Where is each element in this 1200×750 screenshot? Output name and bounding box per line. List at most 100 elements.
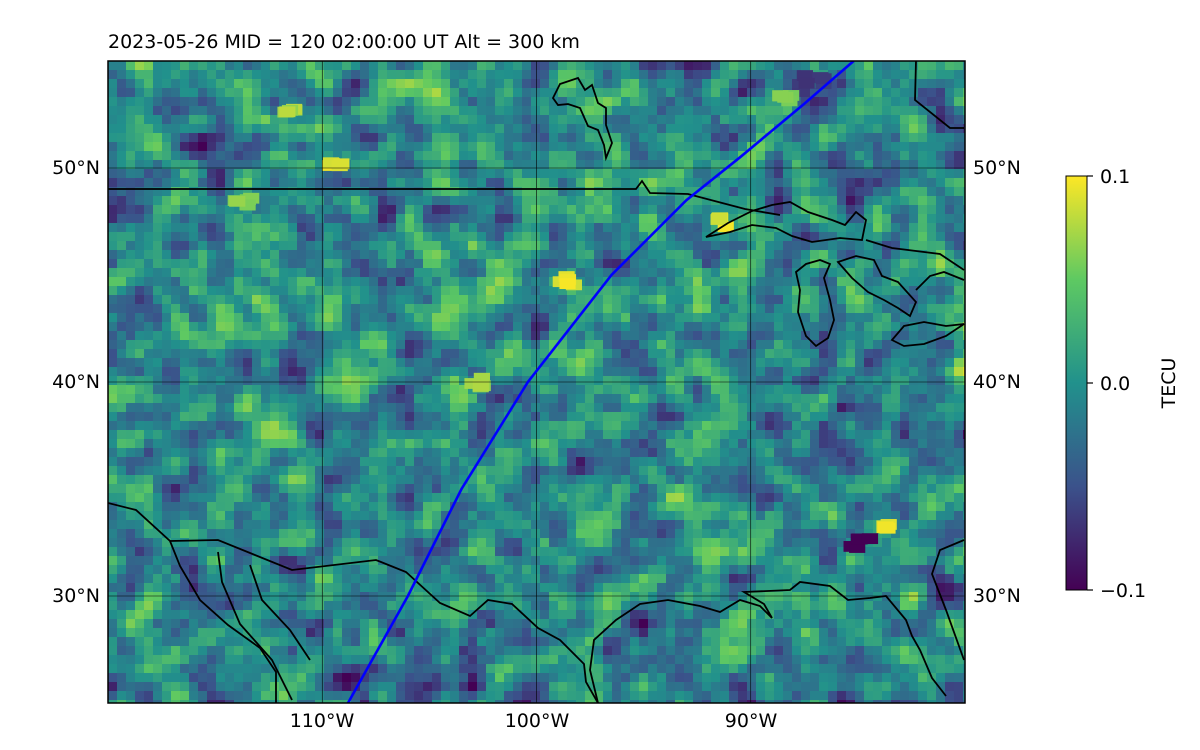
- heat-cell: [540, 70, 550, 80]
- heat-cell: [117, 475, 127, 485]
- heat-cell: [324, 322, 334, 332]
- heat-cell: [738, 106, 748, 116]
- heat-cell: [774, 349, 784, 359]
- heat-cell: [540, 448, 550, 458]
- heat-cell: [927, 115, 937, 125]
- heat-cell: [171, 205, 181, 215]
- heat-cell: [666, 133, 676, 143]
- heat-cell: [135, 340, 145, 350]
- heat-cell: [333, 421, 343, 431]
- heat-cell: [963, 466, 965, 476]
- heat-cell: [414, 412, 424, 422]
- heat-cell: [306, 205, 316, 215]
- heat-cell: [675, 160, 685, 170]
- heat-cell: [108, 214, 118, 224]
- heat-cell: [387, 394, 397, 404]
- heat-cell: [666, 70, 676, 80]
- heat-cell: [369, 502, 379, 512]
- heat-cell: [792, 133, 802, 143]
- heat-cell: [441, 493, 451, 503]
- heat-cell: [738, 196, 748, 206]
- heat-cell: [630, 340, 640, 350]
- heat-cell: [810, 196, 820, 206]
- heat-cell: [225, 502, 235, 512]
- heat-cell: [279, 79, 289, 89]
- heat-cell: [891, 214, 901, 224]
- heat-cell: [828, 322, 838, 332]
- heat-cell: [216, 232, 226, 242]
- heat-cell: [153, 358, 163, 368]
- heat-cell: [909, 376, 919, 386]
- heat-cell: [720, 286, 730, 296]
- heat-cell: [477, 304, 487, 314]
- heat-cell: [783, 286, 793, 296]
- heat-cell: [351, 79, 361, 89]
- heat-cell: [360, 151, 370, 161]
- heat-cell: [189, 187, 199, 197]
- heat-cell: [261, 97, 271, 107]
- heat-cell: [486, 268, 496, 278]
- heat-cell: [396, 295, 406, 305]
- heat-cell: [675, 169, 685, 179]
- heat-cell: [891, 313, 901, 323]
- heat-cell: [153, 142, 163, 152]
- heat-cell: [270, 313, 280, 323]
- heat-cell: [711, 358, 721, 368]
- heat-cell: [441, 223, 451, 233]
- heat-cell: [576, 250, 586, 260]
- heat-cell: [234, 106, 244, 116]
- heat-cell: [909, 439, 919, 449]
- heat-cell: [747, 196, 757, 206]
- heat-cell: [873, 97, 883, 107]
- heat-cell: [180, 124, 190, 134]
- heat-cell: [882, 484, 892, 494]
- heat-cell: [387, 511, 397, 521]
- heat-cell: [207, 520, 217, 530]
- heat-cell: [675, 394, 685, 404]
- heat-cell: [405, 421, 415, 431]
- heat-cell: [513, 115, 523, 125]
- heat-cell: [936, 70, 946, 80]
- heat-cell: [207, 187, 217, 197]
- heat-cell: [747, 376, 757, 386]
- heat-cell: [756, 358, 766, 368]
- heat-cell: [153, 223, 163, 233]
- heat-cell: [657, 232, 667, 242]
- heat-cell: [774, 124, 784, 134]
- heat-cell: [333, 151, 343, 161]
- heat-cell: [216, 61, 226, 71]
- heat-cell: [531, 295, 541, 305]
- heat-cell: [945, 79, 955, 89]
- heat-cell: [738, 205, 748, 215]
- heat-cell: [180, 277, 190, 287]
- heat-cell: [342, 304, 352, 314]
- heat-cell: [387, 88, 397, 98]
- heat-cell: [441, 286, 451, 296]
- heat-cell: [576, 178, 586, 188]
- heat-cell: [711, 115, 721, 125]
- heat-cell: [495, 142, 505, 152]
- heat-cell: [945, 466, 955, 476]
- heat-cell: [342, 403, 352, 413]
- heat-cell: [828, 124, 838, 134]
- heat-cell: [207, 160, 217, 170]
- heat-cell: [630, 223, 640, 233]
- heat-cell: [891, 268, 901, 278]
- heat-cell: [684, 349, 694, 359]
- heat-cell: [729, 484, 739, 494]
- heat-cell: [225, 187, 235, 197]
- heat-cell: [369, 160, 379, 170]
- heat-cell: [882, 160, 892, 170]
- heat-cell: [513, 484, 523, 494]
- heat-cell: [351, 178, 361, 188]
- heat-cell: [450, 259, 460, 269]
- heat-cell: [333, 241, 343, 251]
- heat-cell: [135, 394, 145, 404]
- heat-cell: [117, 313, 127, 323]
- heat-cell: [549, 241, 559, 251]
- heat-cell: [477, 187, 487, 197]
- heat-cell: [270, 133, 280, 143]
- heat-cell: [801, 268, 811, 278]
- heat-cell: [540, 484, 550, 494]
- heat-cell: [756, 376, 766, 386]
